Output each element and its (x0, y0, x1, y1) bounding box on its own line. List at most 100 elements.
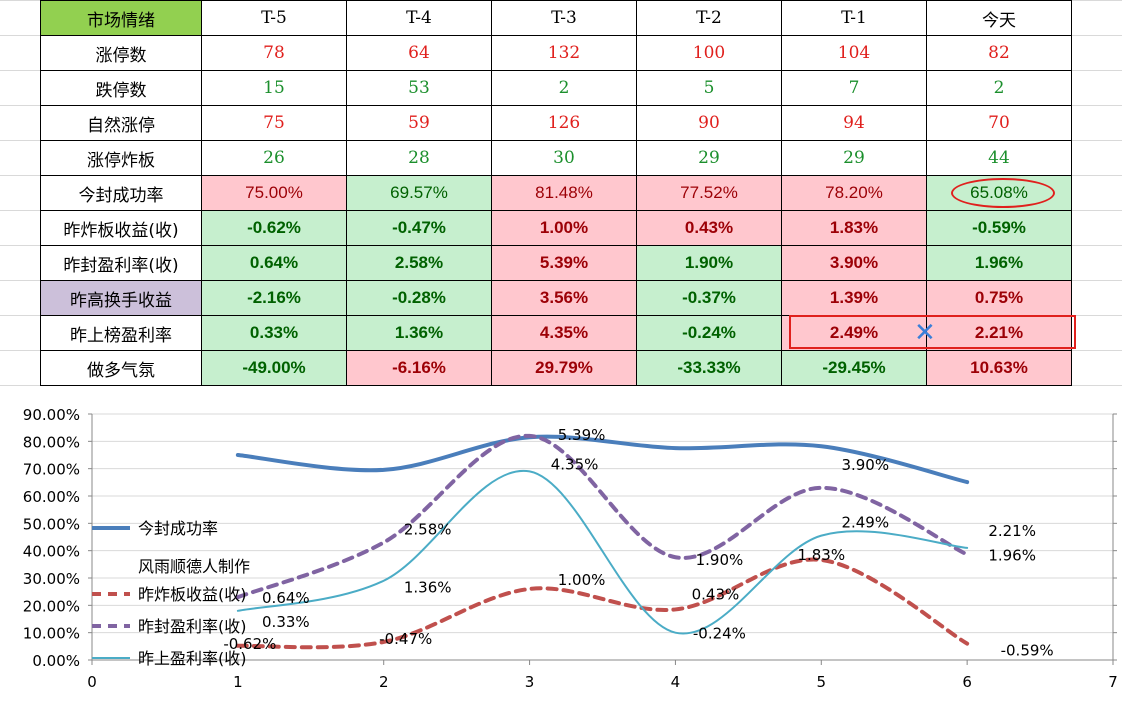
table-cell[interactable]: 104 (781, 35, 927, 71)
table-row: 昨高换手收益 -2.16% -0.28% 3.56% -0.37% 1.39% 0.75% (40, 280, 1072, 316)
table-cell[interactable]: 78 (201, 35, 347, 71)
table-cell[interactable]: 78.20% (781, 175, 927, 211)
table-cell[interactable]: 29.79% (491, 350, 637, 386)
table-cell[interactable]: 2 (491, 70, 637, 106)
header-corner-cell[interactable]: 市场情绪 (40, 0, 202, 36)
table-cell[interactable]: 3.90% (781, 245, 927, 281)
data-label: -0.24% (693, 625, 746, 643)
table-cell[interactable]: 5 (636, 70, 782, 106)
table-cell[interactable]: 53 (346, 70, 492, 106)
x-tick-label: 6 (962, 673, 972, 691)
table-cell[interactable]: 5.39% (491, 245, 637, 281)
table-cell[interactable]: 77.52% (636, 175, 782, 211)
table-cell[interactable]: 100 (636, 35, 782, 71)
table-cell[interactable]: 75 (201, 105, 347, 141)
table-cell[interactable]: 7 (781, 70, 927, 106)
table-cell[interactable]: 0.64% (201, 245, 347, 281)
table-cell[interactable]: 1.36% (346, 315, 492, 351)
table-cell[interactable]: 94 (781, 105, 927, 141)
table-row: 涨停炸板 26 28 30 29 29 44 (40, 140, 1072, 176)
table-cell[interactable]: 29 (636, 140, 782, 176)
data-label: 4.35% (551, 455, 599, 473)
data-label: 1.00% (558, 571, 606, 589)
table-cell[interactable]: 0.43% (636, 210, 782, 246)
table-cell[interactable]: 69.57% (346, 175, 492, 211)
table-cell[interactable]: -49.00% (201, 350, 347, 386)
table-cell[interactable]: 90 (636, 105, 782, 141)
table-cell[interactable]: -0.59% (926, 210, 1072, 246)
table-cell[interactable]: -0.24% (636, 315, 782, 351)
table-cell[interactable]: 1.00% (491, 210, 637, 246)
table-cell[interactable]: 1.39% (781, 280, 927, 316)
y-tick-label: 80.00% (23, 433, 80, 451)
table-cell[interactable]: 0.75% (926, 280, 1072, 316)
x-tick-label: 3 (525, 673, 535, 691)
y-tick-label: 50.00% (23, 515, 80, 533)
table-cell[interactable]: 2.49% (781, 315, 927, 351)
data-label: 0.33% (262, 613, 310, 631)
table-cell[interactable]: 64 (346, 35, 492, 71)
table-cell[interactable]: 126 (491, 105, 637, 141)
table-cell[interactable]: -0.37% (636, 280, 782, 316)
table-cell[interactable]: 132 (491, 35, 637, 71)
column-header-3[interactable]: T-2 (636, 0, 782, 36)
row-label[interactable]: 昨封盈利率(收) (40, 245, 202, 281)
column-header-1[interactable]: T-4 (346, 0, 492, 36)
table-cell[interactable]: 15 (201, 70, 347, 106)
table-cell[interactable]: 4.35% (491, 315, 637, 351)
table-cell[interactable]: 2.58% (346, 245, 492, 281)
table-cell[interactable]: -0.28% (346, 280, 492, 316)
table-cell[interactable]: 30 (491, 140, 637, 176)
column-header-5[interactable]: 今天 (926, 0, 1072, 36)
table-cell[interactable]: -33.33% (636, 350, 782, 386)
table-cell[interactable]: -2.16% (201, 280, 347, 316)
row-label[interactable]: 昨高换手收益 (40, 280, 202, 316)
legend-label: 今封成功率 (138, 519, 218, 538)
y-tick-label: 70.00% (23, 461, 80, 479)
column-header-4[interactable]: T-1 (781, 0, 927, 36)
y-tick-label: 10.00% (23, 625, 80, 643)
table-cell[interactable]: 44 (926, 140, 1072, 176)
table-cell[interactable]: -29.45% (781, 350, 927, 386)
legend-label: 昨封盈利率(收) (138, 617, 247, 636)
table-cell[interactable]: 75.00% (201, 175, 347, 211)
series-line-0 (235, 434, 970, 485)
y-tick-label: 90.00% (23, 406, 80, 424)
table-cell[interactable]: 82 (926, 35, 1072, 71)
table-cell[interactable]: 28 (346, 140, 492, 176)
row-label[interactable]: 跌停数 (40, 70, 202, 106)
table-cell[interactable]: -0.47% (346, 210, 492, 246)
table-cell[interactable]: 10.63% (926, 350, 1072, 386)
row-label[interactable]: 涨停炸板 (40, 140, 202, 176)
table-cell[interactable]: 26 (201, 140, 347, 176)
table-row: 涨停数 78 64 132 100 104 82 (40, 35, 1072, 71)
row-label[interactable]: 昨上榜盈利率 (40, 315, 202, 351)
market-sentiment-table: 市场情绪 T-5 T-4 T-3 T-2 T-1 今天 涨停数 78 64 132 100 104 82 跌… (40, 0, 1072, 386)
table-cell[interactable]: 1.83% (781, 210, 927, 246)
table-cell[interactable]: 59 (346, 105, 492, 141)
row-label[interactable]: 涨停数 (40, 35, 202, 71)
row-label[interactable]: 自然涨停 (40, 105, 202, 141)
table-cell[interactable]: 2 (926, 70, 1072, 106)
row-label[interactable]: 做多气氛 (40, 350, 202, 386)
table-cell[interactable]: -0.62% (201, 210, 347, 246)
table-row: 昨炸板收益(收) -0.62% -0.47% 1.00% 0.43% 1.83% -0.59… (40, 210, 1072, 246)
table-cell[interactable]: -6.16% (346, 350, 492, 386)
table-cell[interactable]: 29 (781, 140, 927, 176)
table-row: 今封成功率 75.00% 69.57% 81.48% 77.52% 78.20% 65.08… (40, 175, 1072, 211)
table-cell[interactable]: 1.96% (926, 245, 1072, 281)
table-cell[interactable]: 0.33% (201, 315, 347, 351)
column-header-2[interactable]: T-3 (491, 0, 637, 36)
table-cell[interactable]: 70 (926, 105, 1072, 141)
row-label[interactable]: 今封成功率 (40, 175, 202, 211)
table-row: 昨上榜盈利率 0.33% 1.36% 4.35% -0.24% 2.49% 2.21% (40, 315, 1072, 351)
table-cell[interactable]: 2.21% (926, 315, 1072, 351)
table-cell[interactable]: 1.90% (636, 245, 782, 281)
row-label[interactable]: 昨炸板收益(收) (40, 210, 202, 246)
table-cell[interactable]: 81.48% (491, 175, 637, 211)
column-header-0[interactable]: T-5 (201, 0, 347, 36)
table-cell[interactable]: 3.56% (491, 280, 637, 316)
x-tick-label: 4 (671, 673, 681, 691)
series-line-1 (235, 557, 970, 650)
